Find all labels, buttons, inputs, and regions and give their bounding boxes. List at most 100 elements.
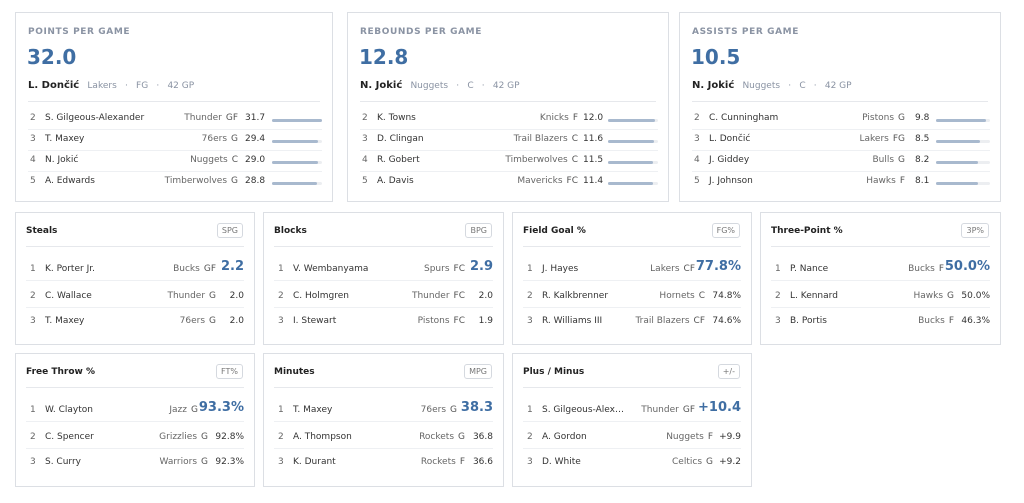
player-name[interactable]: S. Gilgeous-Alexander [45,113,145,123]
leader-row[interactable]: 5 J. Johnson Hawks F 8.1 [692,172,990,193]
team: Pistons [862,113,895,123]
leader-row[interactable]: 1 W. Clayton Jazz G 93.3% [26,398,244,422]
leader-row[interactable]: 2 C. Spencer Grizzlies G 92.8% [26,425,244,449]
player-name[interactable]: K. Towns [377,113,416,123]
leader-row[interactable]: 3 S. Curry Warriors G 92.3% [26,450,244,474]
leader-row[interactable]: 3 T. Maxey 76ers G 29.4 [28,130,322,151]
player-name[interactable]: A. Davis [377,176,414,186]
leader-row[interactable]: 1 V. Wembanyama Spurs FC 2.9 [274,257,493,281]
divider [692,101,988,102]
rank: 1 [775,264,781,274]
leader-name[interactable]: N. Jokić [692,80,735,91]
player-name[interactable]: I. Stewart [293,316,337,326]
leader-row[interactable]: 3 L. Dončić Lakers FG 8.5 [692,130,990,151]
leader-row[interactable]: 2 C. Wallace Thunder G 2.0 [26,284,244,308]
player-name[interactable]: T. Maxey [45,134,85,144]
stat-bar-fill [936,119,987,122]
leader-row[interactable]: 4 J. Giddey Bulls G 8.2 [692,151,990,172]
team-pos: Pistons G [862,113,905,123]
position: C [571,134,578,144]
leader-row[interactable]: 4 R. Gobert Timberwolves C 11.5 [360,151,658,172]
player-name[interactable]: R. Williams III [542,316,603,326]
stat-value: 11.5 [583,155,604,165]
leader-row[interactable]: 4 N. Jokić Nuggets C 29.0 [28,151,322,172]
player-name[interactable]: J. Hayes [542,264,579,274]
player-name[interactable]: J. Giddey [709,155,750,165]
leader-pos: FG [136,81,149,91]
leader-row[interactable]: 2 C. Holmgren Thunder FC 2.0 [274,284,493,308]
team-pos: Thunder G [167,291,216,301]
leader-row[interactable]: 3 R. Williams III Trail Blazers CF 74.6% [523,309,741,333]
row-divider [523,280,741,281]
leader-row[interactable]: 3 D. White Celtics G +9.2 [523,450,741,474]
steals-card: Steals SPG 1 K. Porter Jr. Bucks GF 2.2 2… [15,212,255,345]
stat-bar [272,140,322,143]
leader-row[interactable]: 5 A. Edwards Timberwolves G 28.8 [28,172,322,193]
leader-row[interactable]: 2 C. Cunningham Pistons G 9.8 [692,109,990,130]
leader-row[interactable]: 3 I. Stewart Pistons FC 1.9 [274,309,493,333]
player-name[interactable]: C. Wallace [45,291,92,301]
player-name[interactable]: R. Gobert [377,155,420,165]
leader-name[interactable]: N. Jokić [360,80,403,91]
rank: 4 [362,155,368,165]
row-divider [692,171,990,172]
team-pos: Nuggets C [190,155,238,165]
player-name[interactable]: C. Cunningham [709,113,779,123]
leader-row[interactable]: 3 D. Clingan Trail Blazers C 11.6 [360,130,658,151]
player-name[interactable]: N. Jokić [45,155,79,165]
player-name[interactable]: K. Durant [293,457,336,467]
player-name[interactable]: L. Kennard [790,291,838,301]
leader-row[interactable]: 5 A. Davis Mavericks FC 11.4 [360,172,658,193]
team: Lakers [859,134,889,144]
player-name[interactable]: L. Dončić [709,134,751,144]
player-name[interactable]: S. Curry [45,457,81,467]
stat-value: 2.2 [220,259,244,274]
player-name[interactable]: A. Gordon [542,432,587,442]
stat-value: 93.3% [198,400,244,415]
player-name[interactable]: K. Porter Jr. [45,264,95,274]
stat-bar-fill [608,182,653,185]
player-name[interactable]: A. Thompson [293,432,352,442]
player-name[interactable]: D. White [542,457,581,467]
leader-row[interactable]: 2 R. Kalkbrenner Hornets C 74.8% [523,284,741,308]
leader-row[interactable]: 1 J. Hayes Lakers CF 77.8% [523,257,741,281]
player-name[interactable]: V. Wembanyama [293,264,369,274]
player-name[interactable]: S. Gilgeous-Alex… [542,405,624,415]
leader-row[interactable]: 1 T. Maxey 76ers G 38.3 [274,398,493,422]
card-category: ASSISTS PER GAME [692,27,799,37]
player-name[interactable]: A. Edwards [45,176,95,186]
stat-value: 9.8 [915,113,930,123]
leader-row[interactable]: 2 S. Gilgeous-Alexander Thunder GF 31.7 [28,109,322,130]
player-name[interactable]: P. Nance [790,264,829,274]
player-name[interactable]: D. Clingan [377,134,424,144]
player-name[interactable]: R. Kalkbrenner [542,291,609,301]
player-name[interactable]: T. Maxey [293,405,333,415]
leader-row[interactable]: 2 A. Gordon Nuggets F +9.9 [523,425,741,449]
player-name[interactable]: C. Holmgren [293,291,350,301]
leader-row[interactable]: 2 A. Thompson Rockets G 36.8 [274,425,493,449]
player-name[interactable]: C. Spencer [45,432,94,442]
rank: 3 [527,316,533,326]
position: G [898,113,905,123]
team-pos: Jazz G [169,405,198,415]
leader-row[interactable]: 1 P. Nance Bucks F 50.0% [771,257,990,281]
player-name[interactable]: W. Clayton [45,405,93,415]
leader-row[interactable]: 1 K. Porter Jr. Bucks GF 2.2 [26,257,244,281]
team-pos: Warriors G [160,457,208,467]
player-name[interactable]: B. Portis [790,316,827,326]
rank: 1 [278,264,284,274]
leader-row[interactable]: 3 T. Maxey 76ers G 2.0 [26,309,244,333]
position: G [231,176,238,186]
leader-row[interactable]: 3 B. Portis Bucks F 46.3% [771,309,990,333]
leader-name[interactable]: L. Dončić [28,80,80,91]
card-title: Three-Point % [771,226,843,236]
leader-row[interactable]: 3 K. Durant Rockets F 36.6 [274,450,493,474]
leader-row[interactable]: 2 K. Towns Knicks F 12.0 [360,109,658,130]
stat-bar-fill [936,161,979,164]
leader-row[interactable]: 2 L. Kennard Hawks G 50.0% [771,284,990,308]
rank: 2 [362,113,368,123]
leader-row[interactable]: 1 S. Gilgeous-Alex… Thunder GF +10.4 [523,398,741,422]
player-name[interactable]: T. Maxey [45,316,85,326]
stat-value: 74.8% [712,291,741,301]
player-name[interactable]: J. Johnson [709,176,753,186]
